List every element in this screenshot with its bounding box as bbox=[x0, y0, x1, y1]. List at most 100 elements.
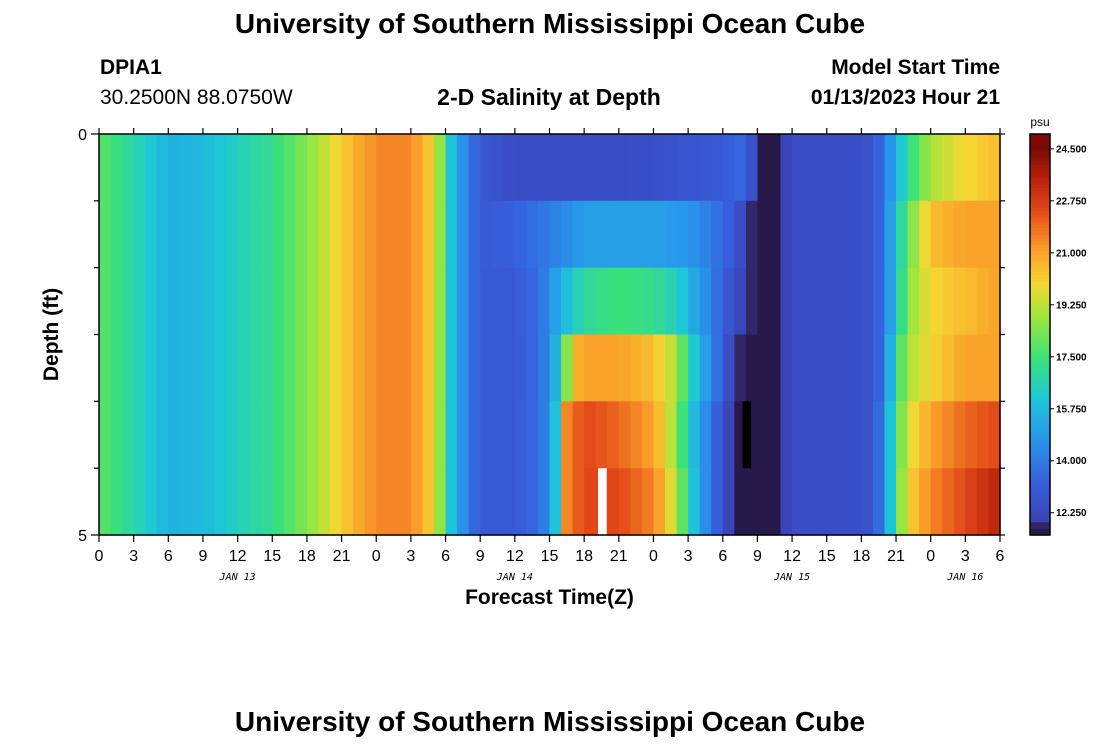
heatmap-cell bbox=[330, 468, 343, 536]
colorbar-segment bbox=[1030, 207, 1050, 212]
heatmap-cell bbox=[815, 401, 828, 469]
heatmap-cell bbox=[445, 134, 458, 202]
heatmap-cell bbox=[376, 134, 389, 202]
colorbar-segment bbox=[1030, 481, 1050, 486]
heatmap-cell bbox=[630, 334, 643, 402]
heatmap-cell bbox=[514, 200, 527, 269]
heatmap-cell bbox=[260, 401, 273, 469]
x-tick-label: 3 bbox=[684, 548, 693, 565]
heatmap-cell bbox=[907, 200, 920, 269]
heatmap-cell bbox=[838, 200, 851, 269]
heatmap-cell bbox=[803, 468, 816, 536]
colorbar-segment bbox=[1030, 180, 1050, 185]
heatmap-cell bbox=[572, 334, 585, 402]
heatmap-cell bbox=[133, 134, 146, 202]
heatmap-cell bbox=[457, 134, 470, 202]
x-tick-label: 15 bbox=[541, 548, 559, 565]
heatmap-cell bbox=[988, 401, 1001, 469]
heatmap-cell bbox=[815, 200, 828, 269]
heatmap-cell bbox=[202, 267, 216, 336]
heatmap-cell bbox=[861, 401, 874, 469]
heatmap-cell bbox=[780, 134, 793, 202]
heatmap-cell bbox=[99, 334, 112, 402]
heatmap-cell bbox=[976, 401, 990, 469]
heatmap-cell bbox=[919, 334, 932, 402]
heatmap-cell bbox=[768, 134, 782, 202]
heatmap-cell bbox=[838, 334, 851, 402]
heatmap-cell bbox=[930, 200, 943, 269]
x-tick-label: 0 bbox=[926, 548, 935, 565]
heatmap-cell bbox=[145, 134, 158, 202]
heatmap-cell bbox=[330, 267, 343, 336]
heatmap-cell bbox=[376, 267, 389, 336]
heatmap-cell bbox=[491, 401, 504, 469]
colorbar-segment bbox=[1030, 394, 1050, 399]
heatmap-cell bbox=[618, 334, 631, 402]
colorbar-segment bbox=[1030, 501, 1050, 506]
heatmap-cell bbox=[480, 200, 493, 269]
heatmap-cell bbox=[584, 468, 597, 536]
heatmap-cell bbox=[884, 468, 897, 536]
heatmap-cell bbox=[757, 334, 770, 402]
heatmap-cell bbox=[734, 334, 747, 402]
heatmap-cell bbox=[618, 401, 631, 469]
heatmap-cell bbox=[318, 401, 331, 469]
heatmap-cell bbox=[110, 134, 123, 202]
heatmap-cell bbox=[757, 134, 770, 202]
colorbar-segment bbox=[1030, 404, 1050, 409]
colorbar-segment bbox=[1030, 521, 1050, 526]
colorbar-segment bbox=[1030, 334, 1050, 339]
heatmap-cell bbox=[572, 468, 585, 536]
heatmap-cell bbox=[953, 468, 966, 536]
heatmap-cell bbox=[549, 267, 562, 336]
x-tick-label: 21 bbox=[610, 548, 628, 565]
heatmap-cell bbox=[179, 401, 193, 469]
heatmap-cell bbox=[722, 267, 735, 336]
heatmap-cell bbox=[722, 200, 735, 269]
heatmap-cell bbox=[341, 200, 354, 269]
colorbar-segment bbox=[1030, 137, 1050, 142]
heatmap-cell bbox=[595, 267, 608, 336]
missing-data-cell bbox=[742, 401, 752, 469]
heatmap-cell bbox=[572, 134, 585, 202]
heatmap-cell bbox=[179, 134, 193, 202]
heatmap-cell bbox=[572, 401, 585, 469]
heatmap-cell bbox=[191, 401, 204, 469]
heatmap-cell bbox=[249, 267, 262, 336]
heatmap-cell bbox=[191, 134, 204, 202]
heatmap-cell bbox=[584, 267, 597, 336]
heatmap-cell bbox=[665, 468, 678, 536]
heatmap-cell bbox=[838, 267, 851, 336]
heatmap-cell bbox=[745, 134, 759, 202]
colorbar-segment bbox=[1030, 484, 1050, 489]
heatmap-cell bbox=[780, 267, 793, 336]
colorbar-segment bbox=[1030, 508, 1050, 513]
x-tick-label: 3 bbox=[406, 548, 415, 565]
colorbar-tick-label: 12.250 bbox=[1056, 508, 1087, 519]
colorbar-segment bbox=[1030, 230, 1050, 235]
heatmap-cell bbox=[711, 401, 724, 469]
colorbar-segment bbox=[1030, 448, 1050, 453]
heatmap-cell bbox=[526, 134, 539, 202]
heatmap-cell bbox=[699, 401, 712, 469]
colorbar-tick-label: 24.500 bbox=[1056, 144, 1087, 155]
heatmap-cell bbox=[122, 468, 135, 536]
heatmap-cell bbox=[156, 200, 169, 269]
heatmap-cell bbox=[260, 200, 273, 269]
heatmap-cell bbox=[676, 401, 689, 469]
colorbar-segment bbox=[1030, 257, 1050, 262]
heatmap-cell bbox=[653, 468, 666, 536]
colorbar-tick-label: 22.750 bbox=[1056, 196, 1087, 207]
heatmap-cell bbox=[214, 134, 227, 202]
heatmap-cell bbox=[249, 200, 262, 269]
colorbar-segment bbox=[1030, 374, 1050, 379]
heatmap-cell bbox=[306, 334, 320, 402]
heatmap-cell bbox=[618, 468, 631, 536]
heatmap-cell bbox=[884, 134, 897, 202]
heatmap-cell bbox=[665, 334, 678, 402]
heatmap-cell bbox=[584, 200, 597, 269]
model-start-time: 01/13/2023 Hour 21 bbox=[810, 86, 1000, 109]
heatmap-cell bbox=[988, 267, 1001, 336]
heatmap-cell bbox=[561, 468, 574, 536]
heatmap-cell bbox=[872, 134, 886, 202]
